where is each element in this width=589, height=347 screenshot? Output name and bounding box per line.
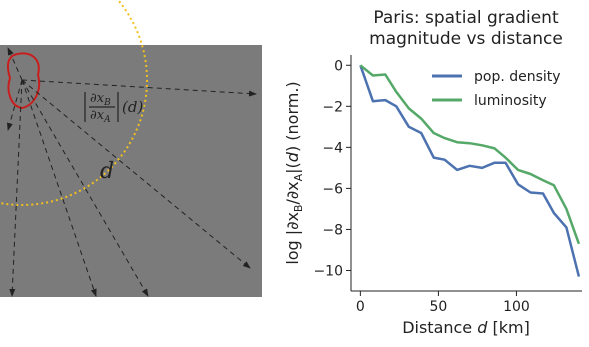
gradient-suffix: (d) bbox=[122, 98, 143, 116]
y-label-part: log |∂x bbox=[283, 212, 302, 265]
y-tick-label: −2 bbox=[322, 99, 343, 115]
x-axis-label: Distance d [km] bbox=[402, 318, 530, 337]
y-tick-label: −10 bbox=[313, 263, 343, 279]
y-label-part: B bbox=[292, 205, 305, 213]
legend-label: pop. density bbox=[474, 69, 561, 85]
x-tick-label: 0 bbox=[356, 299, 365, 315]
y-tick-label: −4 bbox=[322, 140, 343, 156]
x-label-part: Distance bbox=[402, 318, 477, 337]
legend-label: luminosity bbox=[474, 93, 547, 109]
y-tick-label: −6 bbox=[322, 181, 343, 197]
figure: ∂xB ∂xA (d) d Paris: spatial gradientmag… bbox=[0, 0, 589, 343]
y-label-part: /∂x bbox=[283, 181, 302, 204]
y-label-part: |( bbox=[283, 162, 302, 174]
y-label-part: ) (norm.) bbox=[283, 81, 302, 152]
y-tick-label: 0 bbox=[334, 58, 343, 74]
diagram: ∂xB ∂xA (d) d bbox=[0, 0, 262, 297]
chart-title: Paris: spatial gradient bbox=[373, 8, 559, 28]
x-tick-label: 50 bbox=[429, 299, 447, 315]
chart-title: magnitude vs distance bbox=[369, 29, 563, 49]
x-tick-label: 100 bbox=[503, 299, 530, 315]
y-tick-label: −8 bbox=[322, 222, 343, 238]
distance-label: d bbox=[100, 159, 114, 184]
x-label-part: [km] bbox=[487, 318, 529, 337]
y-axis-label: log |∂xB/∂xA|(d) (norm.) bbox=[283, 81, 305, 264]
